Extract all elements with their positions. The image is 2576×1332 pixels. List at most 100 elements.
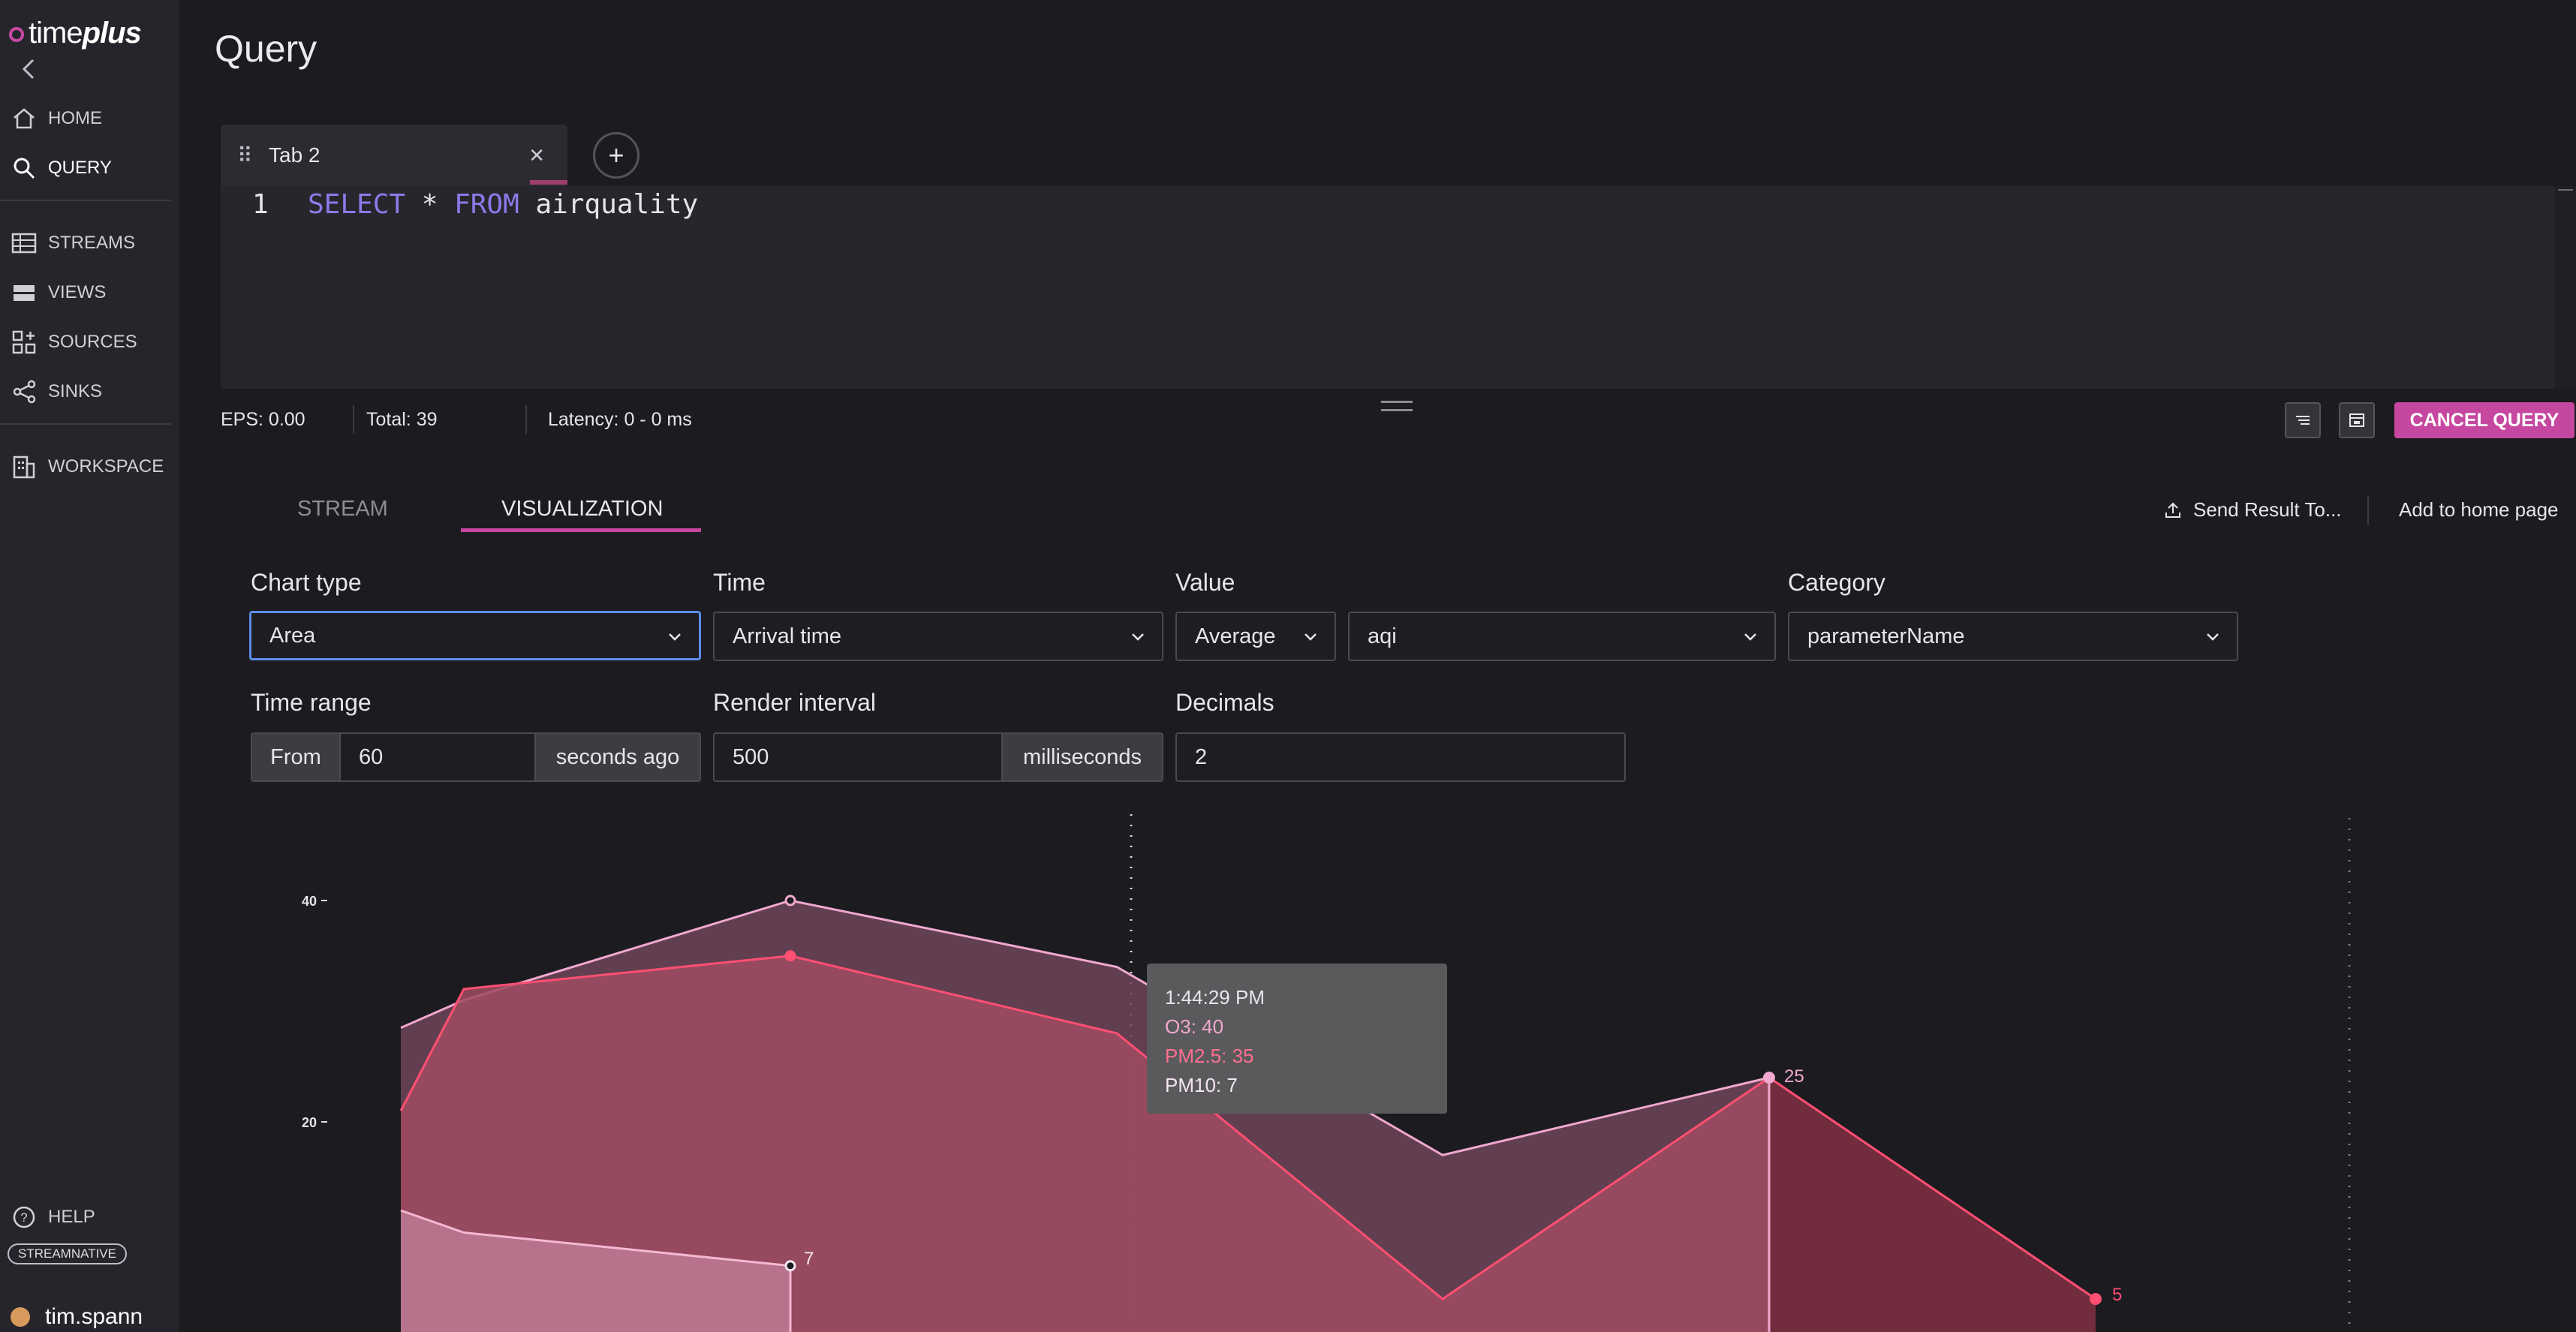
series-area-tail <box>1769 1078 2096 1332</box>
logo[interactable]: timeplus <box>29 17 142 50</box>
list-icon <box>2296 416 2310 425</box>
eps-status: EPS: 0.00 <box>221 409 305 430</box>
data-label: 5 <box>2112 1285 2122 1305</box>
category-select[interactable]: parameterName <box>1788 612 2238 661</box>
value-field-select[interactable]: aqi <box>1348 612 1776 661</box>
sidebar-item-streams[interactable]: STREAMS <box>0 222 179 264</box>
sidebar-item-label: WORKSPACE <box>48 456 164 477</box>
add-tab-button[interactable]: + <box>593 132 639 179</box>
send-result-button[interactable]: Send Result To... <box>2165 498 2342 522</box>
time-range-input[interactable]: 60 <box>339 732 536 782</box>
y-tick-label: 20 <box>302 1115 317 1130</box>
plus-icon: + <box>608 140 624 170</box>
chart-type-select[interactable]: Area <box>249 611 701 660</box>
tab-indicator <box>530 180 567 185</box>
sidebar-item-home[interactable]: HOME <box>0 98 179 140</box>
divider <box>525 405 527 434</box>
select-value: Area <box>269 623 316 648</box>
cancel-query-button[interactable]: CANCEL QUERY <box>2394 402 2574 438</box>
chart-tooltip: 1:44:29 PM O3: 40 PM2.5: 35 PM10: 7 <box>1147 964 1447 1114</box>
tab-stream[interactable]: STREAM <box>297 497 388 521</box>
sidebar-item-views[interactable]: VIEWS <box>0 272 179 314</box>
collapse-sidebar-icon[interactable] <box>18 56 48 86</box>
sidebar-item-label: HOME <box>48 108 102 128</box>
avatar <box>11 1307 30 1327</box>
series-line <box>400 1209 791 1267</box>
chevron-down-icon <box>1132 633 1144 641</box>
data-point <box>784 950 796 962</box>
sql-keyword: FROM <box>454 189 519 220</box>
search-icon <box>0 155 48 181</box>
series-line <box>400 899 1770 1156</box>
home-icon <box>0 106 48 131</box>
sidebar-item-query[interactable]: QUERY <box>0 147 179 189</box>
total-status: Total: 39 <box>366 409 438 430</box>
close-icon[interactable]: ✕ <box>528 144 545 167</box>
chevron-down-icon <box>669 633 681 641</box>
data-point <box>2090 1293 2102 1305</box>
tab-label: Tab 2 <box>269 143 320 167</box>
latency-status: Latency: 0 - 0 ms <box>548 409 692 430</box>
time-range-label: Time range <box>251 689 372 716</box>
divider <box>0 200 171 201</box>
upload-icon <box>2165 502 2180 518</box>
area-chart[interactable]: 20 40 25 5 7 <box>225 795 2552 1332</box>
send-result-label: Send Result To... <box>2193 498 2342 521</box>
tooltip-time: 1:44:29 PM <box>1165 986 1265 1009</box>
sql-keyword: SELECT <box>308 189 406 220</box>
chevron-down-icon <box>1305 633 1317 641</box>
table-icon <box>0 232 48 254</box>
sql-editor[interactable] <box>221 186 2555 389</box>
layout-button[interactable] <box>2339 402 2375 438</box>
time-range-unit: seconds ago <box>534 732 701 782</box>
sidebar: timeplus HOME QUERY STREAMS VIEWS SOURCE… <box>0 0 179 1332</box>
user-menu[interactable]: tim.spann <box>11 1304 143 1330</box>
tooltip-o3: O3: 40 <box>1165 1015 1224 1038</box>
series-area <box>401 955 2096 1332</box>
select-value: parameterName <box>1807 624 1965 648</box>
resize-handle[interactable] <box>1381 401 1413 411</box>
tab-indicator <box>461 528 701 532</box>
render-interval-label: Render interval <box>713 689 876 716</box>
sidebar-item-workspace[interactable]: WORKSPACE <box>0 446 179 488</box>
render-interval-input[interactable]: 500 <box>713 732 1003 782</box>
chart-type-label: Chart type <box>251 569 362 596</box>
help-icon: ? <box>0 1204 48 1230</box>
sql-code-line[interactable]: SELECT * FROM airquality <box>308 189 698 220</box>
tooltip-pm10: PM10: 7 <box>1165 1074 1238 1096</box>
layout-icon <box>2349 413 2364 427</box>
time-range-prefix: From <box>251 732 341 782</box>
tab-query-2[interactable]: ⠿ Tab 2 ✕ <box>221 125 567 186</box>
chevron-down-icon <box>2207 633 2219 641</box>
editor-scrollbar-thumb[interactable] <box>2558 189 2573 191</box>
decimals-label: Decimals <box>1175 689 1274 716</box>
time-select[interactable]: Arrival time <box>713 612 1163 661</box>
chevron-down-icon <box>1744 633 1756 641</box>
sidebar-item-sinks[interactable]: SINKS <box>0 371 179 413</box>
editor-scrollbar[interactable] <box>2555 186 2576 389</box>
workspace-badge[interactable]: STREAMNATIVE <box>8 1243 127 1264</box>
divider <box>0 423 171 425</box>
sidebar-item-label: QUERY <box>48 158 112 178</box>
value-aggregation-select[interactable]: Average <box>1175 612 1336 661</box>
logo-icon <box>9 27 24 42</box>
divider <box>2367 495 2369 525</box>
sidebar-item-help[interactable]: ? HELP <box>0 1196 179 1238</box>
y-tick-label: 40 <box>302 894 317 909</box>
add-to-home-button[interactable]: Add to home page <box>2399 498 2559 521</box>
sidebar-item-sources[interactable]: SOURCES <box>0 321 179 363</box>
tab-visualization[interactable]: VISUALIZATION <box>501 497 664 521</box>
show-log-button[interactable] <box>2285 402 2321 438</box>
sidebar-item-label: SINKS <box>48 381 103 401</box>
logo-suffix: plus <box>82 17 142 50</box>
drag-handle-icon[interactable]: ⠿ <box>237 143 253 167</box>
decimals-input[interactable]: 2 <box>1175 732 1626 782</box>
sidebar-item-label: STREAMS <box>48 233 136 253</box>
views-icon <box>0 281 48 304</box>
select-value: Arrival time <box>733 624 842 648</box>
sidebar-item-label: VIEWS <box>48 282 107 302</box>
series-line <box>1768 1076 2096 1300</box>
time-label: Time <box>713 569 766 596</box>
value-label: Value <box>1175 569 1235 596</box>
tooltip-pm25: PM2.5: 35 <box>1165 1045 1254 1067</box>
